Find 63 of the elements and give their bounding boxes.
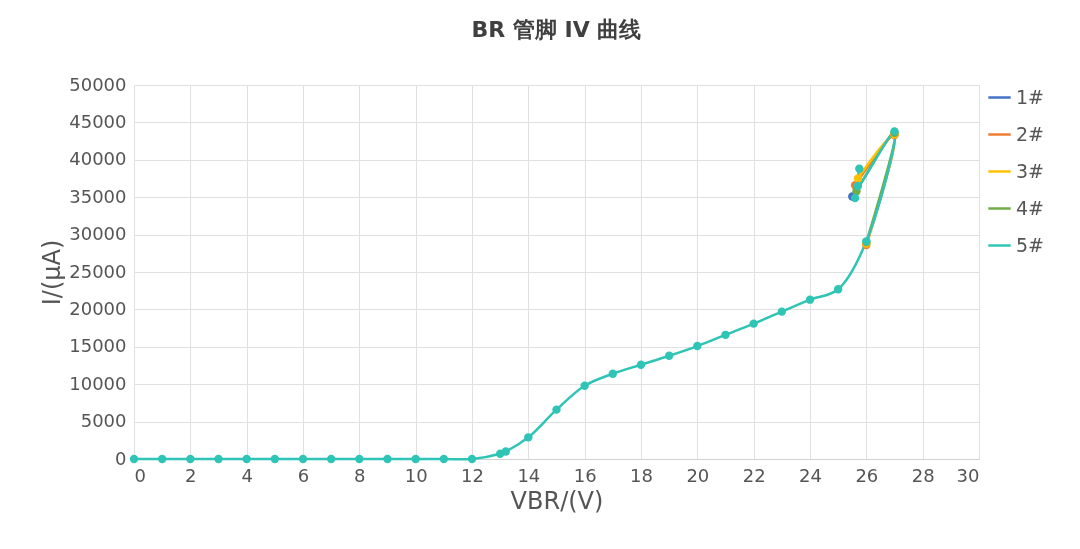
x-tick-label: 6 xyxy=(297,464,310,486)
legend-label: 2# xyxy=(1016,122,1045,145)
legend-label: 4# xyxy=(1016,196,1045,219)
legend-label: 3# xyxy=(1016,159,1045,182)
y-tick-label: 10000 xyxy=(69,372,127,394)
y-tick-label: 25000 xyxy=(69,260,127,282)
y-tick-label: 40000 xyxy=(69,148,127,170)
x-tick-label: 22 xyxy=(742,464,766,486)
x-tick-label: 12 xyxy=(461,464,484,486)
y-tick-label: 0 xyxy=(115,447,127,469)
y-tick-label: 20000 xyxy=(69,297,127,319)
x-tick-label: 18 xyxy=(630,464,653,486)
point xyxy=(270,454,280,464)
x-tick-label: 24 xyxy=(799,464,822,486)
legend-label: 1# xyxy=(1016,85,1045,108)
point xyxy=(833,285,843,294)
x-tick-label: 14 xyxy=(517,464,541,486)
point xyxy=(326,454,336,464)
x-tick-label: 16 xyxy=(573,464,597,486)
point xyxy=(693,341,702,351)
point xyxy=(805,295,815,304)
x-tick-label: 2 xyxy=(185,464,197,486)
point xyxy=(383,454,392,464)
x-tick-label: 10 xyxy=(404,464,428,486)
point xyxy=(242,454,251,464)
point xyxy=(608,369,618,378)
point xyxy=(777,307,787,316)
point xyxy=(411,454,420,464)
point xyxy=(580,381,589,390)
x-axis-title: VBR/(V) xyxy=(510,486,604,515)
x-tick-label: 26 xyxy=(855,464,879,486)
point xyxy=(721,330,730,340)
y-tick-label: 15000 xyxy=(69,335,127,357)
y-tick-label: 35000 xyxy=(69,185,127,207)
y-tick-label: 45000 xyxy=(69,110,127,132)
point xyxy=(636,360,646,369)
point xyxy=(186,454,195,464)
y-axis-title: I/(μA) xyxy=(38,239,67,306)
point xyxy=(524,433,533,442)
legend-label: 5# xyxy=(1016,233,1045,256)
point xyxy=(501,447,510,456)
point xyxy=(157,454,167,464)
x-tick-label: 20 xyxy=(686,464,710,486)
x-tick-label: 0 xyxy=(134,464,146,486)
point xyxy=(664,351,674,360)
y-tick-label: 30000 xyxy=(69,223,127,245)
point xyxy=(853,174,863,183)
point xyxy=(129,454,139,464)
point xyxy=(214,454,223,464)
point xyxy=(467,454,477,464)
point xyxy=(298,454,308,464)
x-tick-label: 30 xyxy=(956,464,980,486)
y-tick-label: 50000 xyxy=(69,73,127,95)
x-tick-label: 4 xyxy=(241,464,253,486)
x-tick-label: 28 xyxy=(911,464,935,486)
point xyxy=(439,454,449,464)
point xyxy=(355,454,364,464)
point xyxy=(552,405,561,414)
point xyxy=(855,164,864,173)
chart-title: BR 管脚 IV 曲线 xyxy=(471,17,642,42)
x-tick-label: 8 xyxy=(354,464,366,486)
point xyxy=(749,319,758,328)
y-tick-label: 5000 xyxy=(80,410,127,432)
